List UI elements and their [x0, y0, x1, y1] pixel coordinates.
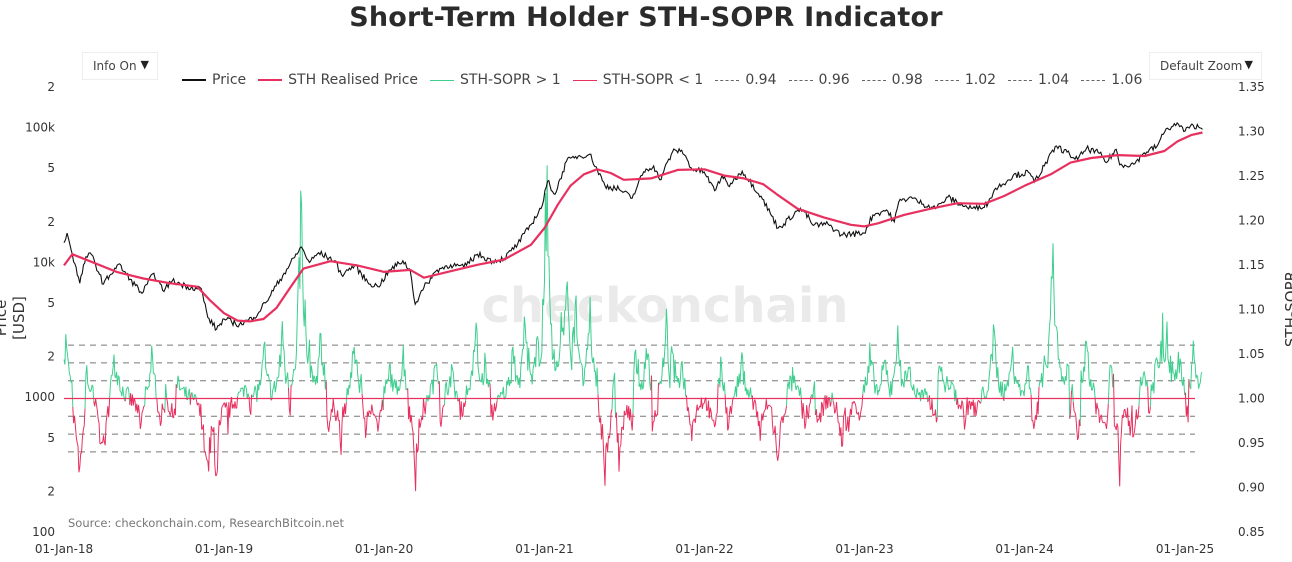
x-tick-label: 01-Jan-20	[355, 542, 413, 556]
y-left-tick-label: 10k	[33, 255, 55, 269]
legend-label: STH-SOPR > 1	[460, 72, 561, 88]
legend-item-sopr-above[interactable]: STH-SOPR > 1	[430, 72, 561, 88]
legend-label: 1.02	[964, 72, 997, 88]
y-right-tick-label: 0.95	[1238, 436, 1265, 450]
y-left-tick-label: 1000	[24, 390, 55, 404]
sopr-above-line	[63, 165, 1203, 427]
legend-label: 1.04	[1038, 72, 1070, 88]
legend-label: STH Realised Price	[288, 72, 419, 88]
x-tick-label: 01-Jan-19	[195, 542, 253, 556]
y-left-tick-label: 100	[32, 525, 55, 539]
y-right-tick-label: 1.10	[1238, 303, 1265, 317]
y-right-tick-label: 0.90	[1238, 481, 1265, 495]
legend-swatch	[715, 79, 740, 81]
legend-swatch	[788, 79, 813, 81]
legend-label: 0.96	[818, 72, 850, 88]
legend-label: Price	[212, 72, 247, 88]
y-right-tick-label: 1.15	[1238, 258, 1265, 272]
info-toggle-dropdown[interactable]: Info On ▼	[82, 52, 158, 80]
legend-item-ref-0-96[interactable]: 0.96	[788, 72, 850, 88]
legend-swatch	[572, 79, 597, 81]
y-left-tick-label: 2	[47, 80, 55, 94]
y-left-tick-label: 2	[47, 215, 55, 229]
y-left-tick-label: 5	[47, 431, 55, 445]
info-toggle-label: Info On	[93, 59, 137, 73]
sopr-series	[63, 165, 1203, 492]
y-right-tick-label: 1.25	[1238, 169, 1265, 183]
legend-item-sth-realised-price[interactable]: STH Realised Price	[258, 72, 418, 88]
y-left-tick-label: 5	[47, 161, 55, 175]
chart-title: Short-Term Holder STH-SOPR Indicator	[349, 2, 943, 33]
x-tick-label: 01-Jan-22	[675, 542, 733, 556]
reference-lines	[68, 344, 1195, 453]
source-note: Source: checkonchain.com, ResearchBitcoi…	[68, 516, 344, 530]
legend-swatch	[1081, 79, 1106, 81]
x-tick-label: 01-Jan-24	[995, 542, 1053, 556]
legend-label: 0.98	[891, 72, 923, 88]
chart-legend: Price STH Realised Price STH-SOPR > 1 ST…	[182, 70, 1154, 90]
legend-item-sopr-below[interactable]: STH-SOPR < 1	[572, 72, 704, 88]
zoom-label: Default Zoom	[1160, 59, 1243, 73]
legend-label: 1.06	[1111, 72, 1143, 88]
y-right-tick-label: 1.05	[1238, 347, 1265, 361]
legend-item-ref-1-04[interactable]: 1.04	[1008, 72, 1069, 88]
sth-realised-price-line	[63, 131, 1203, 323]
watermark-text: checkonchain	[481, 278, 848, 334]
legend-swatch	[430, 79, 455, 81]
x-tick-label: 01-Jan-25	[1156, 542, 1214, 556]
x-tick-label: 01-Jan-23	[835, 542, 893, 556]
y-left-tick-label: 100k	[25, 121, 55, 135]
legend-swatch	[258, 79, 283, 81]
legend-item-ref-0-94[interactable]: 0.94	[715, 72, 777, 88]
y-left-tick-label: 2	[47, 484, 55, 498]
legend-item-price[interactable]: Price	[182, 72, 246, 88]
y-right-tick-label: 1.35	[1238, 80, 1265, 94]
y-right-tick-label: 1.00	[1238, 392, 1265, 406]
legend-item-ref-0-98[interactable]: 0.98	[861, 72, 923, 88]
x-tick-label: 01-Jan-21	[515, 542, 573, 556]
y-right-tick-label: 0.85	[1238, 525, 1265, 539]
chevron-down-icon: ▼	[140, 58, 149, 71]
chevron-down-icon: ▼	[1244, 58, 1253, 71]
legend-swatch	[934, 79, 959, 81]
y-right-tick-label: 1.30	[1238, 125, 1265, 139]
legend-item-ref-1-02[interactable]: 1.02	[934, 72, 997, 88]
legend-label: STH-SOPR < 1	[602, 72, 704, 88]
y-left-tick-label: 5	[47, 296, 55, 310]
price-series	[63, 121, 1203, 331]
y-left-tick-label: 2	[47, 350, 55, 364]
axes: 100 2 5 1000 2 5 10k 2 5 100k 2 0.85 0.90 0.95 1.00 1.0…	[24, 80, 1264, 556]
legend-item-ref-1-06[interactable]: 1.06	[1081, 72, 1142, 88]
zoom-dropdown[interactable]: Default Zoom ▼	[1149, 52, 1262, 80]
legend-swatch	[861, 79, 886, 81]
x-tick-label: 01-Jan-18	[35, 542, 93, 556]
legend-label: 0.94	[745, 72, 777, 88]
sopr-below-line	[72, 373, 1190, 492]
legend-swatch	[182, 79, 206, 81]
legend-swatch	[1008, 79, 1033, 81]
y-right-tick-label: 1.20	[1238, 214, 1265, 228]
